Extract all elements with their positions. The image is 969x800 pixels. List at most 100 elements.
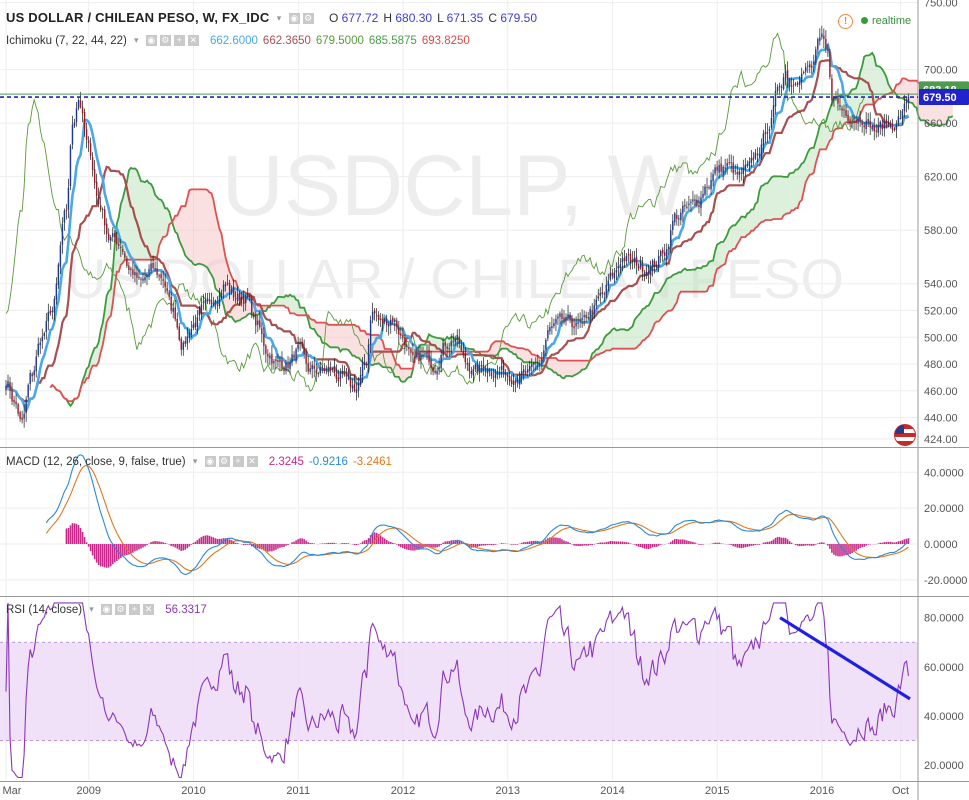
candle-body xyxy=(444,342,446,347)
candle-body xyxy=(83,111,86,129)
settings-icon[interactable]: ⚙ xyxy=(218,456,230,468)
cloud-segment xyxy=(531,354,534,363)
macd-line xyxy=(45,454,909,576)
candle-body xyxy=(899,118,902,120)
cloud-segment xyxy=(388,348,391,368)
candle-body xyxy=(27,384,29,398)
candle-body xyxy=(454,339,456,342)
add-icon[interactable]: + xyxy=(129,604,140,616)
eye-icon[interactable]: ◉ xyxy=(288,13,300,25)
cloud-segment xyxy=(761,185,764,223)
candle-body xyxy=(206,298,209,302)
close-icon[interactable]: ✕ xyxy=(246,456,258,468)
cloud-segment xyxy=(153,187,156,260)
candle-body xyxy=(224,284,227,286)
candle-body xyxy=(194,322,197,328)
y-tick-label: 660.00 xyxy=(924,118,958,130)
candle-body xyxy=(371,311,374,320)
candle-body xyxy=(637,266,640,269)
cloud-segment xyxy=(338,324,341,352)
candle-body xyxy=(226,282,229,284)
y-tick-label: 20.0000 xyxy=(924,503,964,515)
y-tick-label: 520.00 xyxy=(924,305,958,317)
chevron-down-icon[interactable]: ▾ xyxy=(276,13,282,24)
candle-body xyxy=(738,171,740,176)
cloud-segment xyxy=(739,216,742,242)
candle-body xyxy=(33,370,35,376)
cloud-segment xyxy=(336,324,339,348)
warning-icon[interactable]: ! xyxy=(838,14,853,29)
cloud-segment xyxy=(777,176,780,219)
cloud-segment xyxy=(628,328,631,349)
candle-body xyxy=(162,279,164,281)
candle-body xyxy=(825,38,827,49)
candle-body xyxy=(531,364,533,367)
chevron-down-icon[interactable]: ▾ xyxy=(89,604,94,615)
candle-body xyxy=(436,370,438,375)
candle-body xyxy=(464,353,467,363)
eye-icon[interactable]: ◉ xyxy=(145,35,157,47)
chevron-down-icon[interactable]: ▾ xyxy=(134,35,139,46)
close-icon[interactable]: ✕ xyxy=(187,35,199,47)
settings-icon[interactable]: ⚙ xyxy=(115,604,126,616)
candle-body xyxy=(377,314,380,321)
cloud-segment xyxy=(215,211,218,291)
add-icon[interactable]: + xyxy=(173,35,185,47)
candle-body xyxy=(430,360,432,368)
cloud-segment xyxy=(630,326,633,349)
candle-body xyxy=(331,369,334,371)
candle-body xyxy=(210,299,213,305)
chevron-down-icon[interactable]: ▾ xyxy=(192,456,198,467)
candle-body xyxy=(81,106,84,113)
candle-body xyxy=(869,120,871,128)
candle-body xyxy=(45,321,48,332)
candle-body xyxy=(446,346,448,349)
candle-body xyxy=(15,401,17,405)
y-tick-label: -20.0000 xyxy=(924,575,967,587)
candle-body xyxy=(784,71,787,78)
cloud-segment xyxy=(652,292,655,330)
rsi-pane xyxy=(0,602,918,779)
candle-body xyxy=(200,304,203,311)
candle-body xyxy=(746,163,749,167)
macd-signal-line xyxy=(45,464,909,572)
candle-body xyxy=(351,385,354,389)
cloud-segment xyxy=(193,189,196,266)
candle-body xyxy=(885,119,888,127)
candle-body xyxy=(355,389,358,393)
settings-icon[interactable]: ⚙ xyxy=(302,13,314,25)
candle-body xyxy=(216,304,219,306)
add-icon[interactable]: + xyxy=(232,456,244,468)
candle-body xyxy=(440,354,442,369)
candle-body xyxy=(39,342,41,346)
y-tick-label: 424.00 xyxy=(924,434,958,446)
settings-icon[interactable]: ⚙ xyxy=(159,35,171,47)
cloud-segment xyxy=(795,169,798,209)
candle-body xyxy=(432,367,434,372)
legend-value: 685.5875 xyxy=(368,35,417,47)
cloud-segment xyxy=(134,168,137,260)
candle-body xyxy=(396,320,398,327)
candle-body xyxy=(138,277,140,279)
cloud-segment xyxy=(807,148,810,178)
candle-body xyxy=(754,152,757,159)
close-icon[interactable]: ✕ xyxy=(143,604,154,616)
eye-icon[interactable]: ◉ xyxy=(204,456,216,468)
candle-body xyxy=(845,110,847,117)
candle-body xyxy=(297,344,299,349)
flag-icon[interactable] xyxy=(894,424,916,446)
cloud-segment xyxy=(525,349,528,363)
cloud-segment xyxy=(574,360,577,376)
cloud-segment xyxy=(296,299,299,316)
candle-body xyxy=(357,384,360,391)
eye-icon[interactable]: ◉ xyxy=(101,604,112,616)
candle-body xyxy=(692,199,694,202)
cloud-segment xyxy=(711,260,714,286)
candle-body xyxy=(518,373,521,385)
candle-body xyxy=(392,317,394,322)
cloud-segment xyxy=(181,206,184,250)
candle-body xyxy=(388,323,390,327)
cloud-segment xyxy=(165,208,168,237)
candle-body xyxy=(794,83,797,85)
